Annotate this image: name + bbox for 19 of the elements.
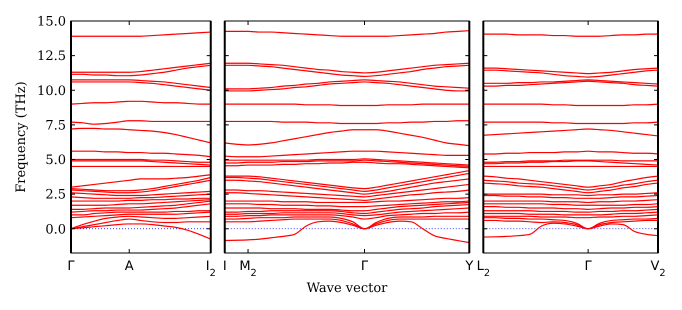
x-tick-label: I$_{2}$ [206,259,216,278]
x-tick-label: A [124,259,134,274]
y-tick-label: 7.5 [45,118,66,134]
x-tick-label: Γ [67,259,76,274]
y-tick-label: 15.0 [37,14,66,30]
x-tick-label: Γ [584,259,592,274]
y-axis-title: Frequency (THz) [14,81,29,193]
y-tick-label: 10.0 [37,84,66,99]
x-tick-label: L$_{2}$ [476,259,490,278]
x-tick-label: Γ [360,259,369,274]
x-tick-label: M$_{2}$ [239,259,257,278]
y-tick-label: 0.0 [45,222,66,238]
x-axis-title: Wave vector [306,281,388,296]
x-tick-label: I [222,259,227,274]
y-tick-label: 12.5 [37,49,66,64]
x-tick-label: Y [464,259,474,274]
y-tick-label: 5.0 [45,153,66,168]
y-tick-label: 2.5 [45,188,66,203]
x-tick-label: V$_{2}$ [650,259,666,278]
